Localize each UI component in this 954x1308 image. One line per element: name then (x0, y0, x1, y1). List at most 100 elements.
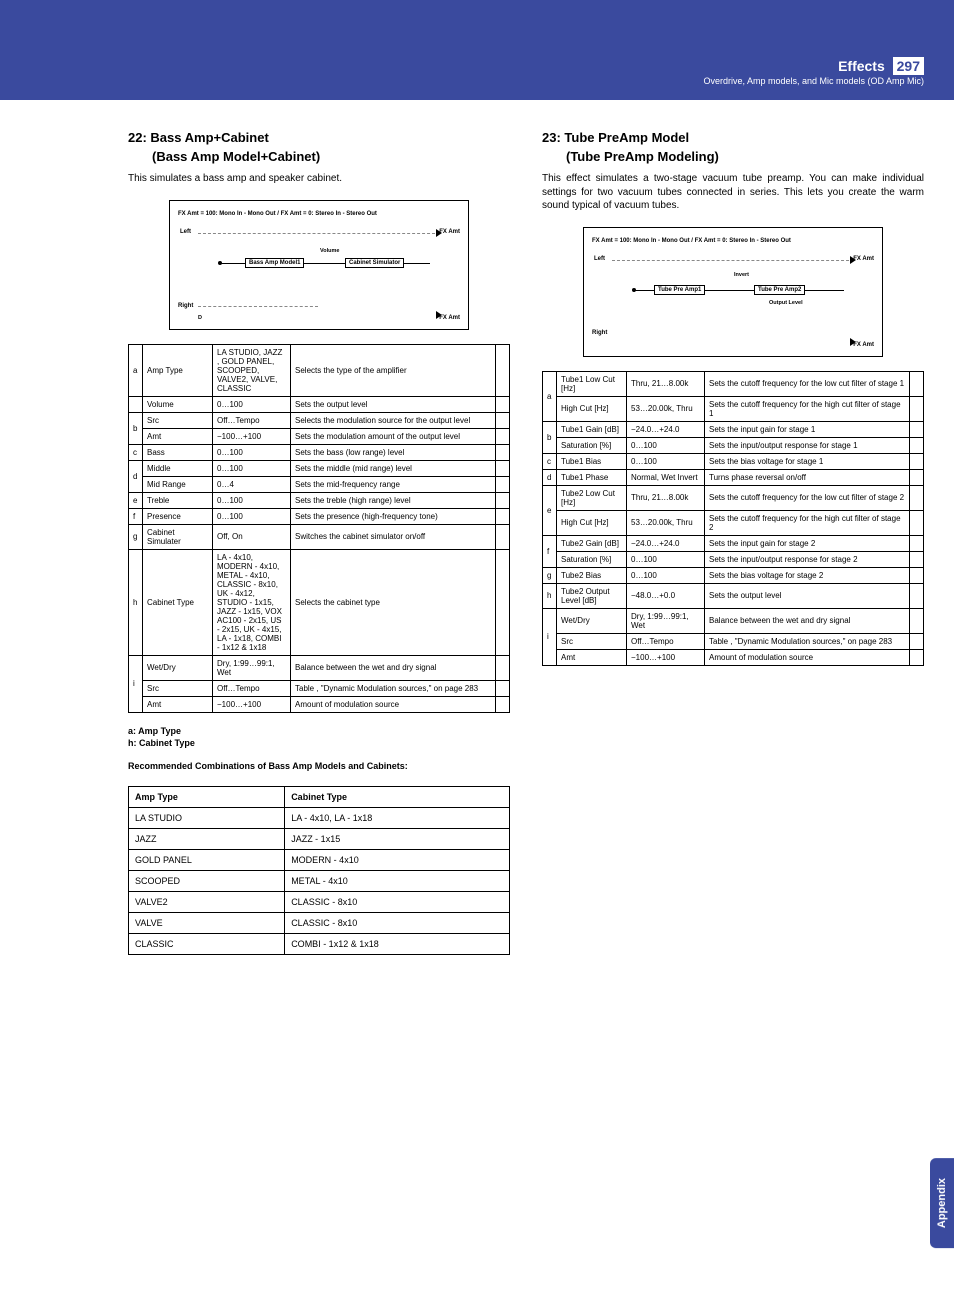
param-range: Dry, 1:99…99:1, Wet (213, 655, 291, 680)
param-range: Thru, 21…8.00k (627, 485, 705, 510)
page-header: Effects 297 Overdrive, Amp models, and M… (0, 50, 954, 100)
param-empty (496, 696, 510, 712)
top-band (0, 0, 954, 50)
param-idx: d (129, 460, 143, 492)
param-name: Saturation [%] (557, 437, 627, 453)
param-desc: Sets the input/output response for stage… (705, 551, 910, 567)
param-desc: Sets the cutoff frequency for the low cu… (705, 485, 910, 510)
param-range: Off, On (213, 524, 291, 549)
header-title: Effects (838, 58, 885, 74)
param-empty (910, 437, 924, 453)
param-empty (910, 649, 924, 665)
param-name: Tube1 Bias (557, 453, 627, 469)
diagram-output: Output Level (769, 300, 803, 306)
page-number: 297 (893, 57, 924, 75)
param-name: Wet/Dry (143, 655, 213, 680)
param-name: Tube1 Low Cut [Hz] (557, 371, 627, 396)
param-name: Tube2 Gain [dB] (557, 535, 627, 551)
sec23-sub: (Tube PreAmp Modeling) (542, 149, 924, 164)
diagram-fxamt-b: FX Amt (439, 315, 460, 321)
header-subtitle: Overdrive, Amp models, and Mic models (O… (30, 76, 924, 86)
param-range: 0…4 (213, 476, 291, 492)
param-name: Tube2 Bias (557, 567, 627, 583)
param-desc: Table , "Dynamic Modulation sources," on… (291, 680, 496, 696)
param-name: Saturation [%] (557, 551, 627, 567)
combo-cab: METAL - 4x10 (285, 871, 510, 892)
param-name: High Cut [Hz] (557, 510, 627, 535)
param-idx (129, 396, 143, 412)
param-desc: Sets the presence (high-frequency tone) (291, 508, 496, 524)
combo-h1: Amp Type (129, 787, 285, 808)
param-empty (496, 524, 510, 549)
param-empty (910, 421, 924, 437)
param-desc: Selects the type of the amplifier (291, 344, 496, 396)
combo-amp: VALVE2 (129, 892, 285, 913)
diagram-box1-r: Tube Pre Amp1 (654, 285, 705, 295)
param-range: −100…+100 (213, 696, 291, 712)
param-idx: c (129, 444, 143, 460)
sec23-name: Tube PreAmp Model (564, 130, 689, 145)
param-empty (910, 535, 924, 551)
param-empty (910, 485, 924, 510)
combo-amp: SCOOPED (129, 871, 285, 892)
param-range: −24.0…+24.0 (627, 421, 705, 437)
param-desc: Table , "Dynamic Modulation sources," on… (705, 633, 910, 649)
param-empty (910, 583, 924, 608)
param-empty (496, 508, 510, 524)
param-name: Cabinet Simulater (143, 524, 213, 549)
param-name: Wet/Dry (557, 608, 627, 633)
param-idx: c (543, 453, 557, 469)
param-idx: i (543, 608, 557, 665)
param-empty (910, 633, 924, 649)
diagram-fxamt-tr: FX Amt (853, 256, 874, 262)
param-range: −100…+100 (213, 428, 291, 444)
param-range: Thru, 21…8.00k (627, 371, 705, 396)
sec23-param-table: aTube1 Low Cut [Hz]Thru, 21…8.00kSets th… (542, 371, 924, 666)
param-desc: Selects the cabinet type (291, 549, 496, 655)
diagram-box1: Bass Amp Model1 (245, 258, 304, 268)
sec22-name: Bass Amp+Cabinet (150, 130, 268, 145)
param-name: Amp Type (143, 344, 213, 396)
diagram-fxamt-br: FX Amt (853, 342, 874, 348)
param-range: 0…100 (627, 567, 705, 583)
param-desc: Sets the cutoff frequency for the high c… (705, 396, 910, 421)
diagram-top-r: FX Amt = 100: Mono In - Mono Out / FX Am… (592, 238, 874, 244)
param-empty (910, 396, 924, 421)
param-idx: h (129, 549, 143, 655)
sec22-sub: (Bass Amp Model+Cabinet) (128, 149, 510, 164)
param-name: Volume (143, 396, 213, 412)
param-range: 0…100 (627, 453, 705, 469)
param-range: −48.0…+0.0 (627, 583, 705, 608)
param-empty (496, 344, 510, 396)
diagram-left: Left (180, 229, 191, 235)
param-empty (910, 453, 924, 469)
param-range: 0…100 (213, 396, 291, 412)
sec22-diagram: FX Amt = 100: Mono In - Mono Out / FX Am… (169, 200, 469, 330)
param-desc: Amount of modulation source (291, 696, 496, 712)
sec23-intro: This effect simulates a two-stage vacuum… (542, 172, 924, 213)
param-name: Amt (143, 428, 213, 444)
diagram-right-r: Right (592, 330, 607, 336)
combo-amp: GOLD PANEL (129, 850, 285, 871)
param-desc: Sets the bass (low range) level (291, 444, 496, 460)
param-range: Off…Tempo (627, 633, 705, 649)
diagram-invert: Invert (734, 272, 749, 278)
param-range: 0…100 (213, 508, 291, 524)
param-empty (496, 412, 510, 428)
combo-table: Amp Type Cabinet Type LA STUDIOLA - 4x10… (128, 786, 510, 955)
param-idx: e (543, 485, 557, 535)
param-range: LA - 4x10, MODERN - 4x10, METAL - 4x10, … (213, 549, 291, 655)
param-desc: Sets the input/output response for stage… (705, 437, 910, 453)
param-range: 0…100 (627, 437, 705, 453)
param-desc: Sets the modulation amount of the output… (291, 428, 496, 444)
param-desc: Turns phase reversal on/off (705, 469, 910, 485)
param-name: Tube2 Low Cut [Hz] (557, 485, 627, 510)
param-empty (910, 371, 924, 396)
param-empty (496, 492, 510, 508)
param-empty (496, 476, 510, 492)
note-recommend: Recommended Combinations of Bass Amp Mod… (128, 760, 510, 773)
param-name: Presence (143, 508, 213, 524)
combo-cab: COMBI - 1x12 & 1x18 (285, 934, 510, 955)
combo-cab: CLASSIC - 8x10 (285, 913, 510, 934)
param-desc: Sets the output level (291, 396, 496, 412)
